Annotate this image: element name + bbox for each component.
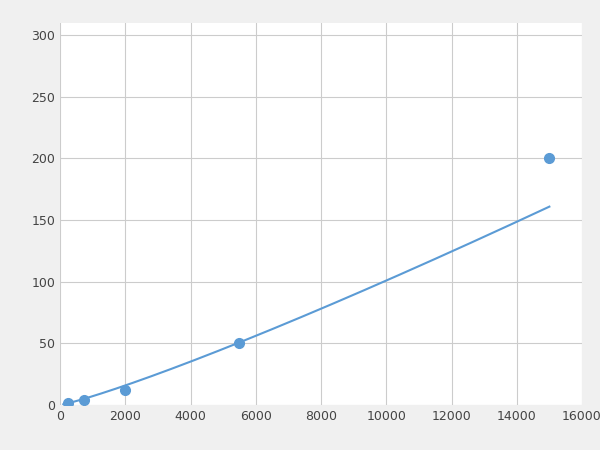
- Point: [80, 396, 89, 404]
- Point: [235, 340, 244, 347]
- Point: [545, 155, 554, 162]
- Point: [121, 387, 130, 394]
- Point: [64, 399, 73, 406]
